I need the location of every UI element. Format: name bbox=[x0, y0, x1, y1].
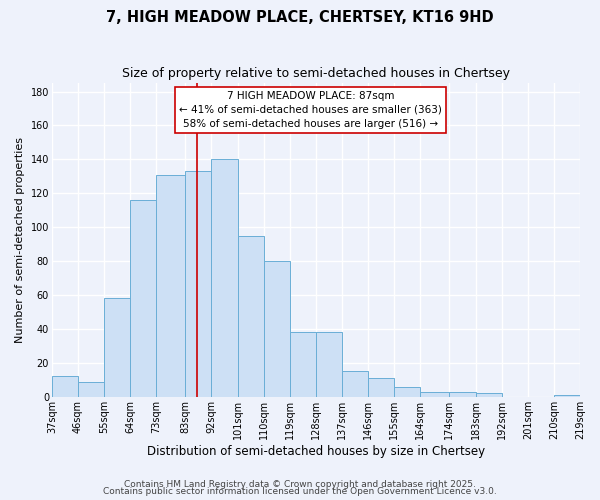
Text: Contains HM Land Registry data © Crown copyright and database right 2025.: Contains HM Land Registry data © Crown c… bbox=[124, 480, 476, 489]
Bar bbox=[316, 332, 342, 397]
Bar bbox=[238, 236, 263, 397]
Bar bbox=[104, 298, 130, 397]
Text: 7, HIGH MEADOW PLACE, CHERTSEY, KT16 9HD: 7, HIGH MEADOW PLACE, CHERTSEY, KT16 9HD bbox=[106, 10, 494, 25]
Bar bbox=[130, 200, 157, 397]
Bar bbox=[52, 376, 78, 397]
Bar bbox=[157, 174, 185, 397]
Bar bbox=[342, 372, 368, 397]
Bar bbox=[449, 392, 476, 397]
Bar bbox=[211, 160, 238, 397]
Bar bbox=[185, 171, 211, 397]
Bar bbox=[394, 386, 421, 397]
Title: Size of property relative to semi-detached houses in Chertsey: Size of property relative to semi-detach… bbox=[122, 68, 510, 80]
Text: 7 HIGH MEADOW PLACE: 87sqm
← 41% of semi-detached houses are smaller (363)
58% o: 7 HIGH MEADOW PLACE: 87sqm ← 41% of semi… bbox=[179, 91, 442, 129]
Text: Contains public sector information licensed under the Open Government Licence v3: Contains public sector information licen… bbox=[103, 487, 497, 496]
Bar bbox=[476, 394, 502, 397]
Y-axis label: Number of semi-detached properties: Number of semi-detached properties bbox=[15, 137, 25, 343]
Bar bbox=[263, 261, 290, 397]
Bar bbox=[368, 378, 394, 397]
Bar bbox=[78, 382, 104, 397]
X-axis label: Distribution of semi-detached houses by size in Chertsey: Distribution of semi-detached houses by … bbox=[147, 444, 485, 458]
Bar bbox=[554, 395, 580, 397]
Bar bbox=[421, 392, 449, 397]
Bar bbox=[290, 332, 316, 397]
